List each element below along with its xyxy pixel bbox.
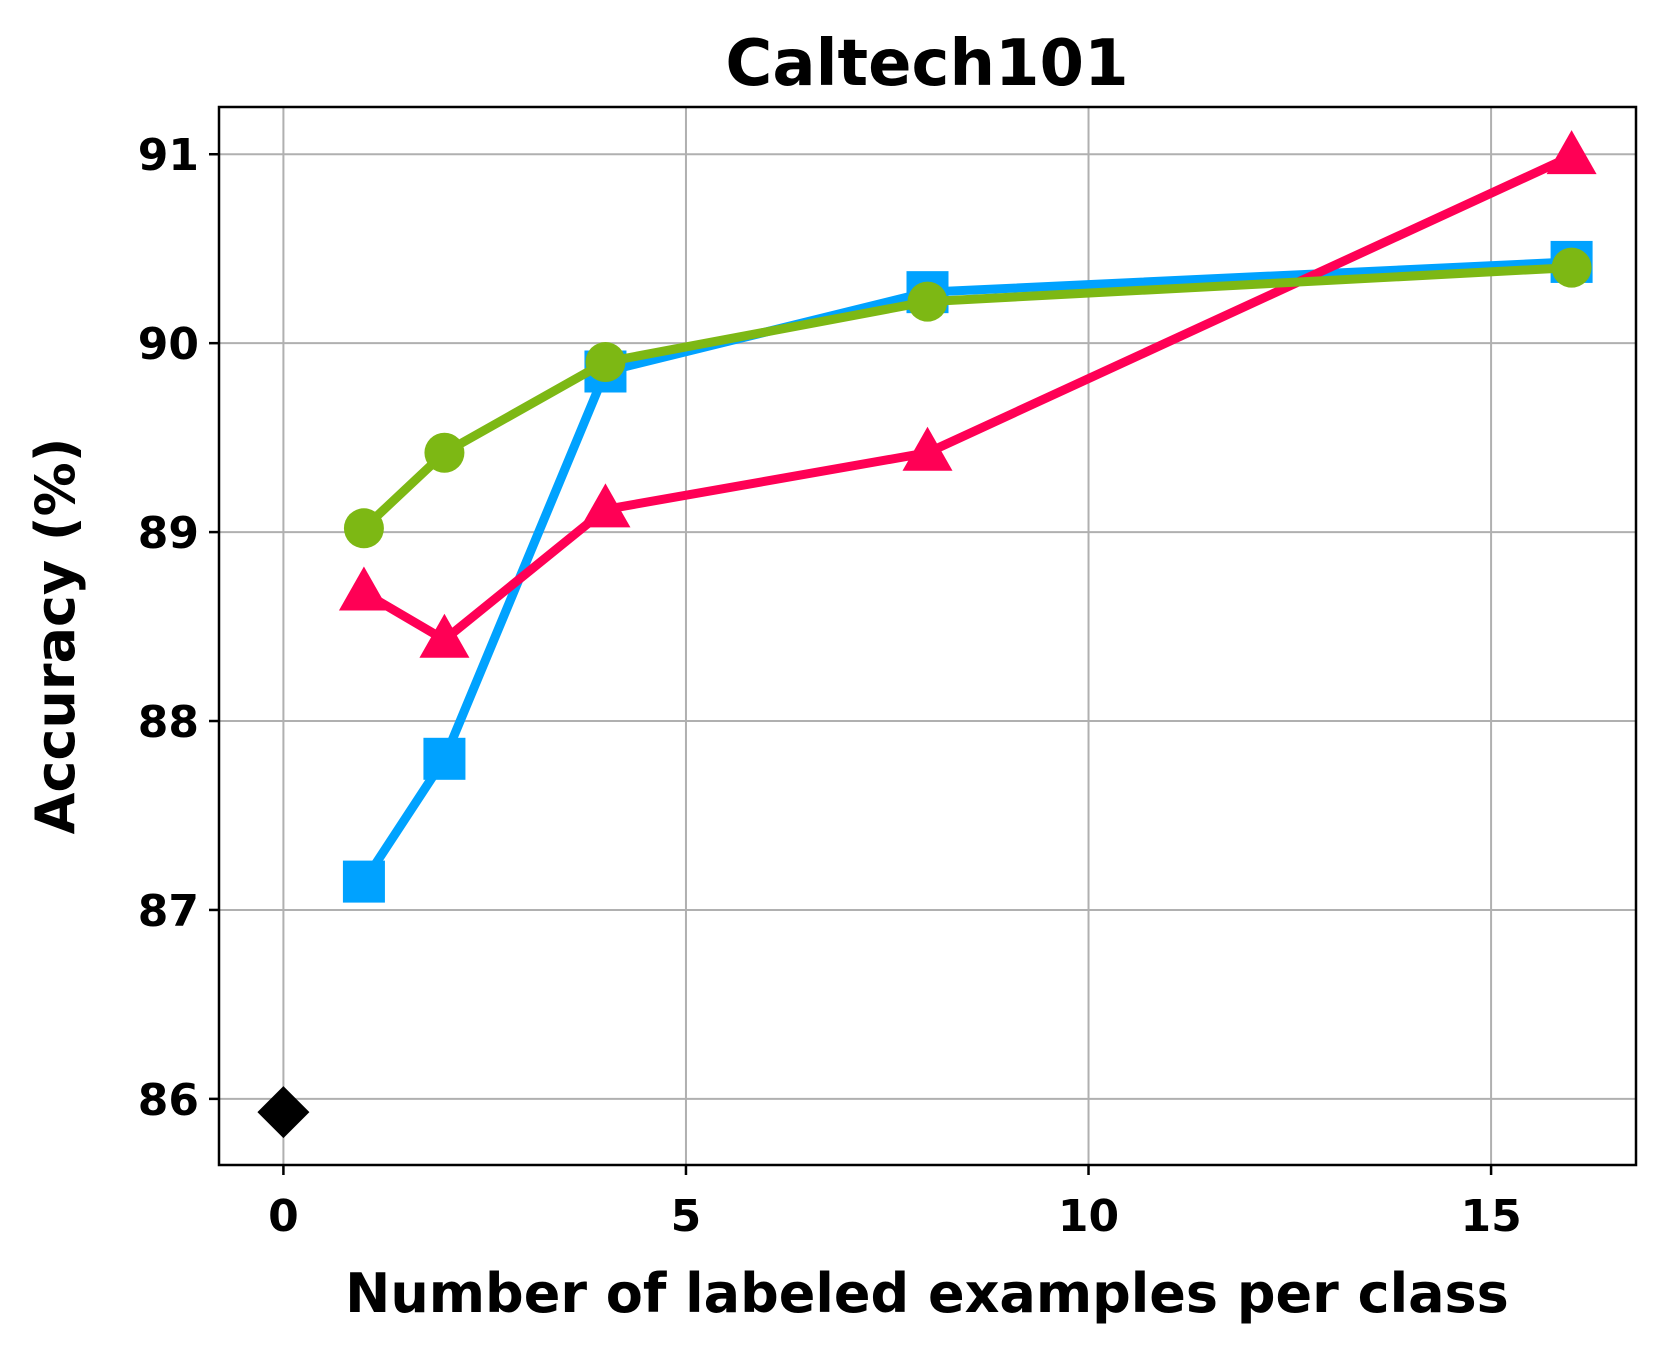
series-line <box>359 257 1577 887</box>
x-axis-label: Number of labeled examples per class <box>345 1262 1509 1325</box>
x-tick-label: 0 <box>268 1191 299 1242</box>
x-tick-label: 5 <box>671 1191 702 1242</box>
y-tick-label: 89 <box>138 508 199 559</box>
tick-layer: 0 5 10 15 86 87 88 89 90 91 <box>138 130 1522 1242</box>
plot-frame <box>217 105 1638 1167</box>
y-axis-label: Accuracy (%) <box>24 438 87 835</box>
y-tick-label: 87 <box>138 886 199 937</box>
diamond-point <box>257 1086 310 1139</box>
triangle-point <box>1546 130 1597 175</box>
square-point <box>342 860 385 903</box>
series-diamond <box>257 1086 310 1139</box>
y-tick-label: 88 <box>138 697 199 748</box>
series-triangle <box>338 130 1597 658</box>
series-circle <box>343 247 1592 549</box>
circle-point <box>343 508 384 549</box>
y-tick-label: 86 <box>138 1075 199 1126</box>
circle-point <box>1551 247 1592 288</box>
circle-point <box>424 432 465 473</box>
chart-title: Caltech101 <box>725 27 1128 101</box>
x-tick-label: 15 <box>1460 1191 1521 1242</box>
series-line <box>359 263 1577 533</box>
triangle-point <box>338 566 389 611</box>
triangle-point <box>419 613 470 658</box>
triangle-point <box>902 426 953 471</box>
square-point <box>423 737 466 780</box>
x-tick-label: 10 <box>1058 1191 1119 1242</box>
circle-point <box>907 281 948 322</box>
y-tick-label: 90 <box>138 319 199 370</box>
series-layer <box>257 130 1597 1139</box>
y-tick-label: 91 <box>138 130 199 181</box>
circle-point <box>585 342 626 383</box>
triangle-point <box>580 483 631 528</box>
